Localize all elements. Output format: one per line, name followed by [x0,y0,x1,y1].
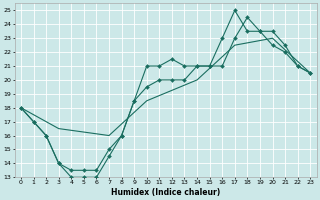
X-axis label: Humidex (Indice chaleur): Humidex (Indice chaleur) [111,188,220,197]
